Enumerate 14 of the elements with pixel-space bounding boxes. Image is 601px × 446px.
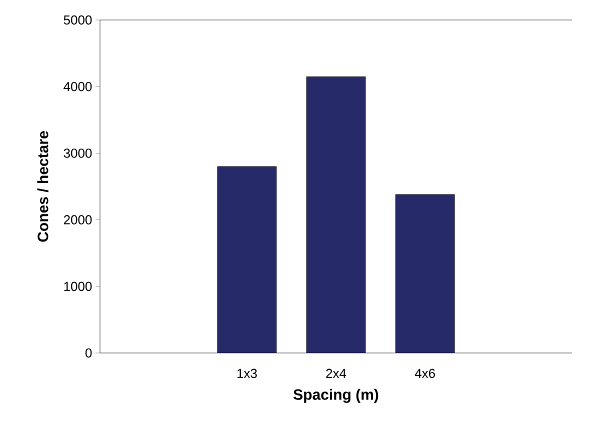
y-tick-label: 2000 xyxy=(64,215,92,224)
y-tick-label: 1000 xyxy=(64,282,92,291)
bar xyxy=(217,166,277,353)
y-tick-label: 4000 xyxy=(64,82,92,92)
y-axis-title: Cones / hectare xyxy=(37,131,48,242)
bar xyxy=(395,194,455,353)
y-tick-label: 0 xyxy=(85,348,92,358)
x-tick-label: 4x6 xyxy=(414,368,435,378)
x-axis-title: Spacing (m) xyxy=(294,388,378,403)
bar xyxy=(306,76,366,353)
y-tick-label: 5000 xyxy=(64,15,92,25)
x-tick-label: 1x3 xyxy=(237,368,257,378)
x-tick-label: 2x4 xyxy=(326,368,346,378)
y-tick-label: 3000 xyxy=(64,148,92,158)
